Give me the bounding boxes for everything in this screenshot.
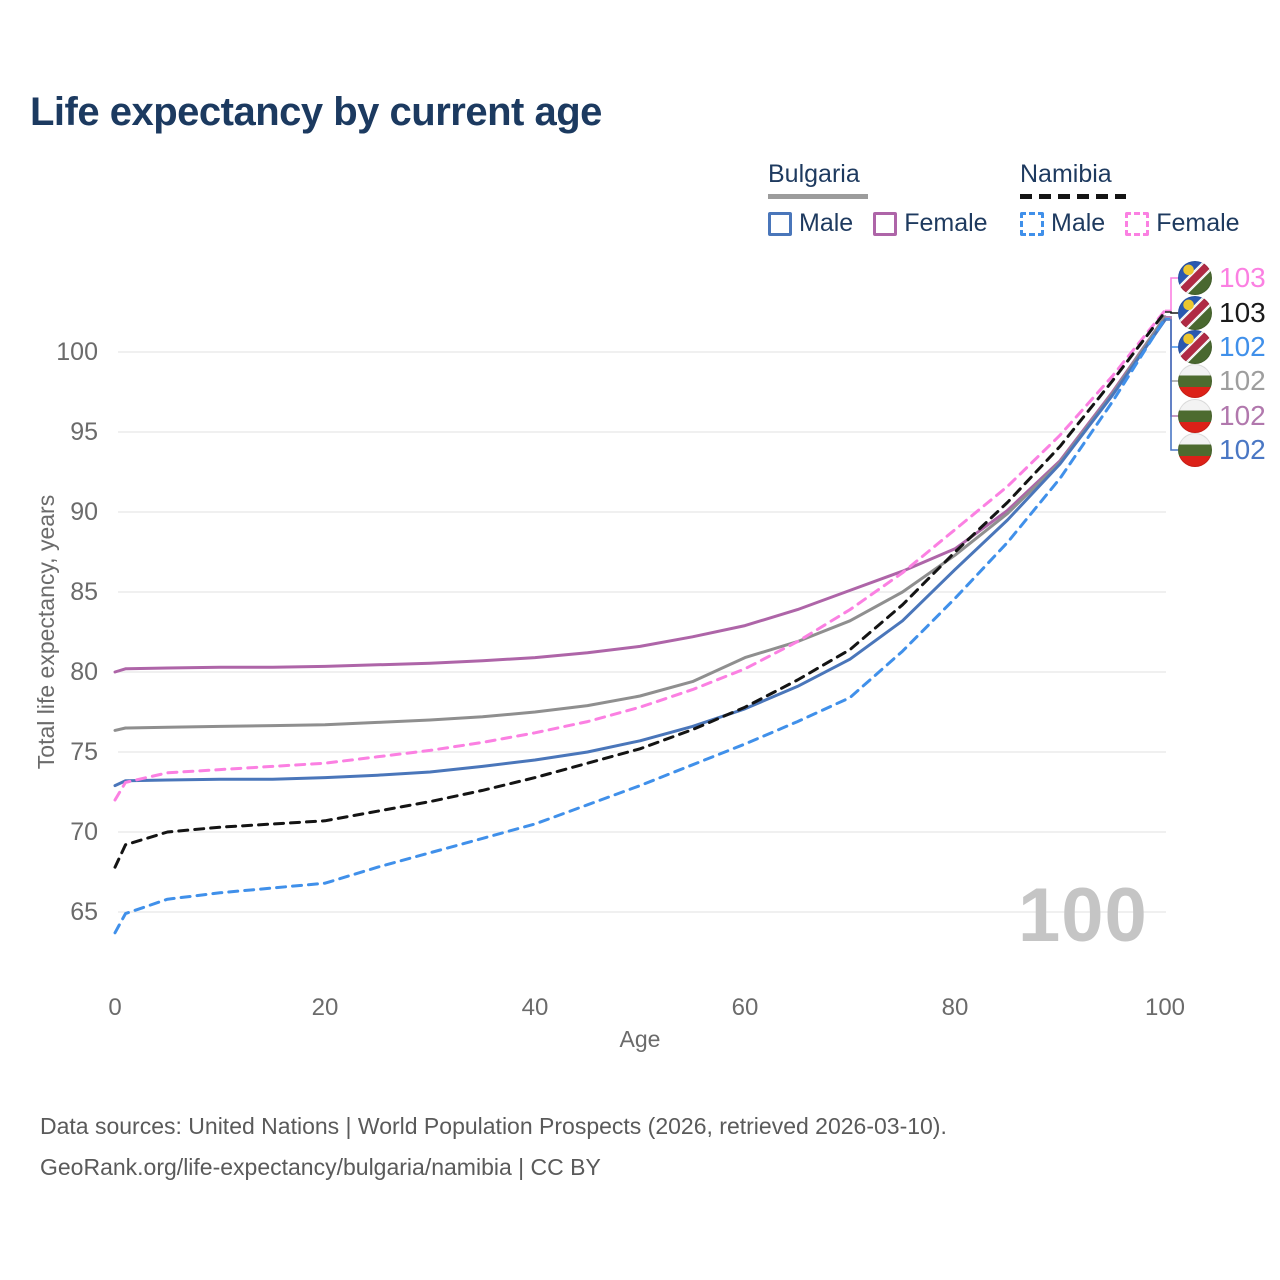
legend-item-namibia-female[interactable]: Female — [1125, 209, 1240, 238]
legend-item-label: Female — [904, 209, 988, 237]
legend-item-namibia-male[interactable]: Male — [1020, 209, 1105, 238]
end-label-namibia-both: 103 — [1178, 295, 1266, 331]
series-line-bulgaria-both-sexes — [113, 315, 1167, 732]
x-tick-label: 20 — [311, 994, 339, 1021]
y-tick-label: 70 — [70, 818, 98, 846]
legend-country-namibia[interactable]: Namibia — [1020, 160, 1112, 188]
end-label-value: 102 — [1219, 331, 1266, 362]
legend-item-label: Male — [1051, 209, 1106, 237]
end-label-value: 102 — [1219, 400, 1266, 431]
y-tick-label: 80 — [70, 658, 98, 686]
series-line-namibia-both-sexes — [113, 310, 1167, 869]
legend-item-bulgaria-male[interactable]: Male — [768, 209, 853, 238]
y-tick-label: 100 — [56, 338, 98, 366]
bulgaria-male-swatch-icon — [768, 211, 792, 236]
namibia-flag-icon — [1178, 296, 1212, 330]
legend-country-bulgaria[interactable]: Bulgaria — [768, 160, 860, 188]
end-label-value: 103 — [1219, 297, 1266, 328]
end-label-value: 102 — [1219, 365, 1266, 396]
bulgaria-flag-icon — [1178, 364, 1212, 398]
namibia-female-swatch-icon — [1125, 211, 1150, 236]
y-tick-label: 85 — [70, 578, 98, 606]
x-tick-label: 60 — [731, 994, 759, 1021]
footer-attribution: GeoRank.org/life-expectancy/bulgaria/nam… — [40, 1154, 601, 1180]
namibia-dashed-line-sample — [1020, 194, 1126, 199]
legend-item-bulgaria-female[interactable]: Female — [873, 209, 988, 238]
footer: Data sources: United Nations | World Pop… — [40, 1106, 947, 1188]
series-line-bulgaria-male — [113, 318, 1167, 788]
y-tick-label: 95 — [70, 418, 98, 446]
bulgaria-solid-line-sample — [768, 194, 868, 199]
legend-group-bulgaria: Bulgaria Male Female — [768, 160, 988, 238]
y-axis-title: Total life expectancy, years — [33, 494, 59, 770]
page-title: Life expectancy by current age — [30, 90, 602, 134]
end-label-bulgaria-male: 102 — [1178, 432, 1266, 468]
x-tick-label: 80 — [941, 994, 969, 1021]
bulgaria-flag-icon — [1178, 433, 1212, 467]
end-label-namibia-male: 102 — [1178, 329, 1266, 365]
legend-item-label: Female — [1156, 209, 1240, 237]
end-label-value: 103 — [1219, 262, 1266, 293]
x-axis-title: Age — [619, 1026, 661, 1052]
y-tick-label: 75 — [70, 738, 98, 766]
namibia-flag-icon — [1178, 261, 1212, 295]
series-line-namibia-female — [113, 308, 1167, 802]
bulgaria-flag-icon — [1178, 399, 1212, 433]
series-line-bulgaria-female — [113, 315, 1167, 674]
end-label-namibia-female: 103 — [1178, 260, 1266, 296]
end-label-bulgaria-female: 102 — [1178, 398, 1266, 434]
legend-group-namibia: Namibia Male Female — [1020, 160, 1240, 238]
end-label-bulgaria-both: 102 — [1178, 363, 1266, 399]
y-tick-label: 65 — [70, 898, 98, 926]
end-label-leader-line — [1165, 311, 1178, 314]
x-tick-label: 100 — [1144, 994, 1186, 1021]
y-tick-label: 90 — [70, 498, 98, 526]
end-label-leader-line — [1165, 319, 1178, 451]
namibia-flag-icon — [1178, 330, 1212, 364]
end-label-leader-line — [1165, 277, 1178, 312]
namibia-male-swatch-icon — [1020, 211, 1044, 236]
age-watermark: 100 — [1018, 873, 1148, 958]
end-label-value: 102 — [1219, 434, 1266, 465]
x-tick-label: 40 — [521, 994, 549, 1021]
x-tick-label: 0 — [108, 994, 122, 1021]
footer-data-sources: Data sources: United Nations | World Pop… — [40, 1113, 947, 1139]
bulgaria-female-swatch-icon — [873, 211, 898, 236]
legend-item-label: Male — [799, 209, 854, 237]
series-line-namibia-male — [113, 316, 1167, 935]
